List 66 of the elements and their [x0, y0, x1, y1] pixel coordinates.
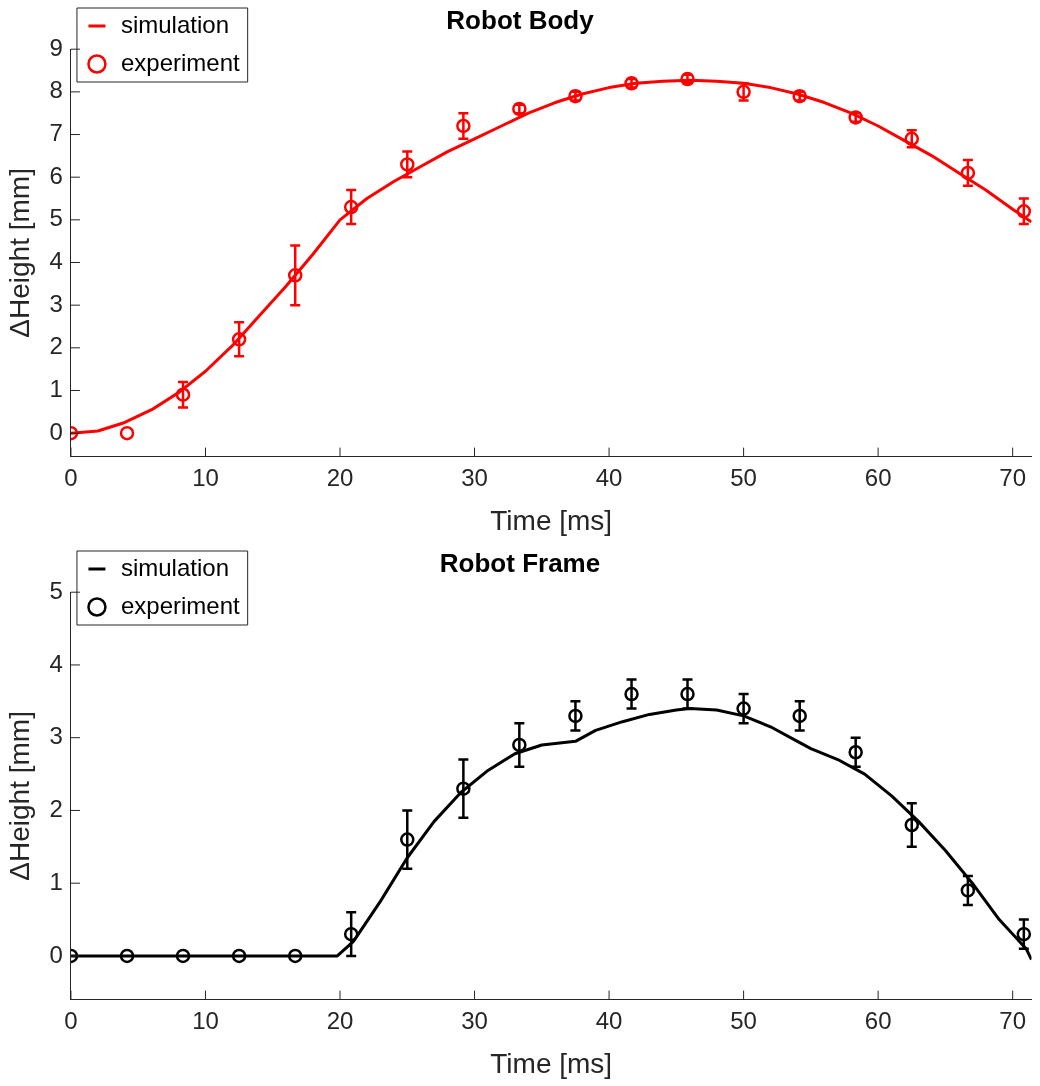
point	[736, 701, 751, 716]
y-tick-label: 0	[49, 417, 63, 445]
point	[1016, 926, 1032, 942]
point	[231, 332, 247, 347]
x-axis-title: Time [ms]	[490, 1047, 613, 1079]
x-axis-title: Time [ms]	[490, 504, 613, 536]
y-tick-label: 1	[49, 867, 63, 895]
y-tick-label: 5	[49, 576, 63, 604]
point	[1016, 204, 1032, 219]
legend-label: experiment	[120, 48, 240, 76]
y-tick-label: 4	[49, 649, 63, 677]
chart-title: Robot Body	[446, 4, 595, 35]
point	[512, 737, 527, 753]
point	[904, 817, 920, 833]
x-tick-label: 20	[326, 463, 354, 491]
y-tick-label: 7	[49, 119, 63, 147]
y-tick-label: 0	[49, 940, 63, 968]
x-tick-label: 30	[461, 463, 488, 491]
chart-title: Robot Frame	[439, 547, 601, 578]
y-axis-title: ΔHeight [mm]	[3, 168, 35, 338]
x-tick-label: 70	[999, 463, 1027, 491]
point	[119, 425, 135, 441]
legend-label: simulation	[120, 10, 229, 38]
point	[175, 387, 191, 402]
point	[231, 948, 247, 964]
y-tick-label: 4	[49, 247, 63, 275]
x-tick-label: 60	[864, 1006, 892, 1034]
y-tick-label: 2	[49, 795, 63, 823]
point	[400, 832, 415, 847]
legend-label: simulation	[120, 553, 229, 581]
x-tick-label: 40	[595, 1006, 623, 1034]
y-tick-label: 9	[49, 33, 63, 61]
point	[456, 118, 471, 134]
point	[568, 708, 583, 724]
x-tick-label: 70	[999, 1006, 1027, 1034]
point	[792, 708, 807, 724]
y-tick-label: 2	[49, 332, 63, 360]
x-tick-label: 50	[730, 463, 757, 491]
point	[456, 781, 471, 796]
point	[960, 883, 976, 898]
x-tick-label: 10	[192, 463, 219, 491]
point	[119, 948, 135, 964]
x-tick-label: 40	[595, 463, 623, 491]
x-tick-label: 30	[461, 1006, 488, 1034]
point	[287, 268, 303, 283]
x-tick-label: 50	[730, 1006, 757, 1034]
y-tick-label: 6	[49, 161, 63, 189]
y-tick-label: 1	[49, 375, 63, 403]
y-tick-label: 5	[49, 204, 63, 232]
x-tick-label: 20	[326, 1006, 354, 1034]
x-tick-label: 10	[192, 1006, 219, 1034]
point	[343, 926, 359, 942]
y-axis-title: ΔHeight [mm]	[3, 711, 35, 881]
point	[624, 686, 639, 702]
y-tick-label: 8	[49, 76, 63, 104]
point	[960, 165, 976, 181]
y-tick-label: 3	[49, 289, 63, 317]
point	[343, 199, 359, 215]
legend-label: experiment	[120, 591, 240, 619]
x-tick-label: 60	[864, 463, 892, 491]
point	[400, 157, 415, 172]
point	[287, 948, 303, 964]
point	[848, 745, 863, 760]
y-tick-label: 3	[49, 722, 63, 750]
point	[680, 686, 695, 702]
point	[175, 948, 191, 964]
